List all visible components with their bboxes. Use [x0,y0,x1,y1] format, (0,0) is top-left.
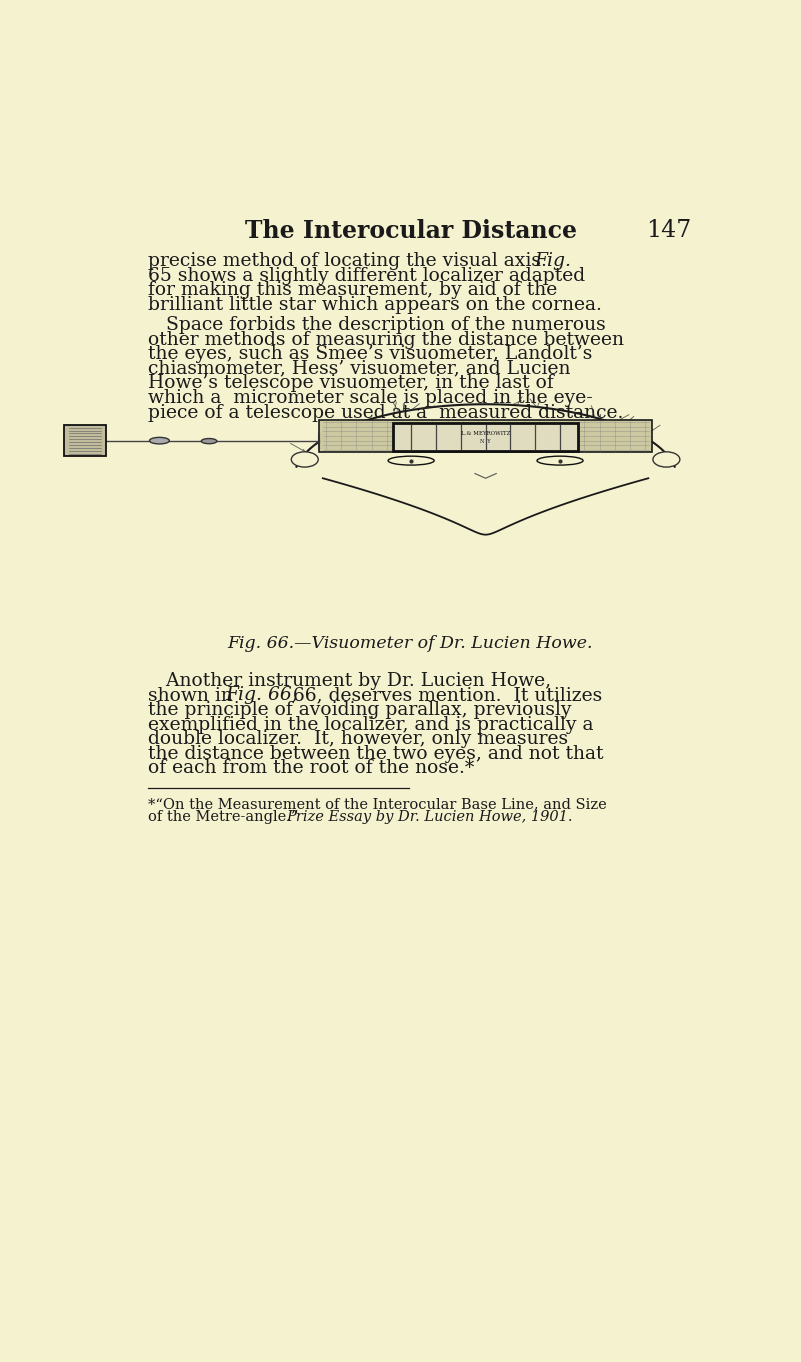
Text: for making this measurement, by aid of the: for making this measurement, by aid of t… [148,281,557,300]
Text: double localizer.  It, however, only measures: double localizer. It, however, only meas… [148,730,568,748]
Circle shape [201,439,217,444]
Text: the principle of avoiding parallax, previously: the principle of avoiding parallax, prev… [148,701,572,719]
Circle shape [150,437,169,444]
Text: Space forbids the description of the numerous: Space forbids the description of the num… [148,316,606,334]
Bar [393,424,578,451]
Text: 65 shows a slightly different localizer adapted: 65 shows a slightly different localizer … [148,267,586,285]
Text: Fig. 66,: Fig. 66, [226,686,299,704]
Ellipse shape [653,452,680,467]
Text: Howe’s telescope visuometer, in the last of: Howe’s telescope visuometer, in the last… [148,375,554,392]
Bar [64,425,107,456]
Text: the distance between the two eyes, and not that: the distance between the two eyes, and n… [148,745,604,763]
Text: Another instrument by Dr. Lucien Howe,: Another instrument by Dr. Lucien Howe, [148,671,551,689]
Text: piece of a telescope used at a  measured distance.: piece of a telescope used at a measured … [148,403,623,422]
Text: the eyes, such as Smee’s visuometer, Landolt’s: the eyes, such as Smee’s visuometer, Lan… [148,345,593,364]
Text: L.& MEYROWITZ: L.& MEYROWITZ [461,432,510,436]
Text: exemplified in the localizer, and is practically a: exemplified in the localizer, and is pra… [148,715,594,734]
Bar [319,419,652,452]
Text: The Interocular Distance: The Interocular Distance [244,219,577,242]
Text: Fig.: Fig. [534,252,571,270]
Text: Fig. 66.—Visuometer of Dr. Lucien Howe.: Fig. 66.—Visuometer of Dr. Lucien Howe. [227,635,594,651]
Ellipse shape [388,456,434,464]
Text: N  Y: N Y [481,439,491,444]
Text: which a  micrometer scale is placed in the eye-: which a micrometer scale is placed in th… [148,390,593,407]
Ellipse shape [537,456,583,464]
Text: brilliant little star which appears on the cornea.: brilliant little star which appears on t… [148,296,602,313]
Text: *“On the Measurement of the Interocular Base Line, and Size: *“On the Measurement of the Interocular … [148,797,607,812]
Text: of the Metre-angle.”: of the Metre-angle.” [148,810,308,824]
Text: other methods of measuring the distance between: other methods of measuring the distance … [148,331,624,349]
Text: Prize Essay by Dr. Lucien Howe, 1901.: Prize Essay by Dr. Lucien Howe, 1901. [286,810,573,824]
Text: shown in          66, deserves mention.  It utilizes: shown in 66, deserves mention. It utiliz… [148,686,602,704]
Ellipse shape [292,452,318,467]
Text: chiasmometer, Hess’ visuometer, and Lucien: chiasmometer, Hess’ visuometer, and Luci… [148,360,570,377]
Text: precise method of locating the visual axis.: precise method of locating the visual ax… [148,252,559,270]
Text: of each from the root of the nose.*: of each from the root of the nose.* [148,760,474,778]
Text: 147: 147 [646,219,691,242]
